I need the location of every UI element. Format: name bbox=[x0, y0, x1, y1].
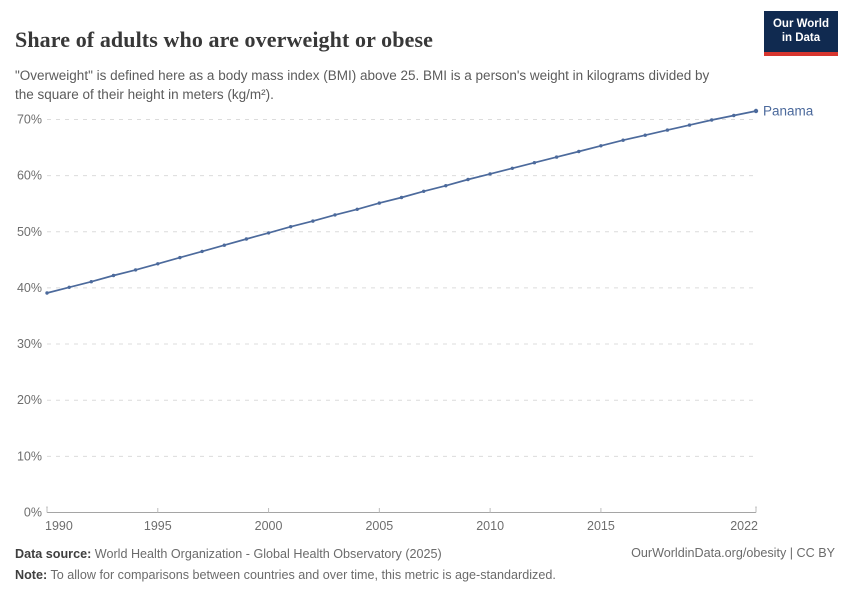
x-axis-tick-label: 2005 bbox=[365, 519, 393, 533]
data-point[interactable] bbox=[200, 249, 204, 254]
owid-logo-line2: in Data bbox=[781, 32, 821, 45]
chart-footer: Data source: World Health Organization -… bbox=[15, 544, 556, 586]
x-axis-tick-label: 1995 bbox=[144, 519, 172, 533]
data-point[interactable] bbox=[289, 225, 293, 229]
data-point[interactable] bbox=[399, 195, 404, 200]
note-text: To allow for comparisons between countri… bbox=[47, 568, 556, 583]
data-point[interactable] bbox=[732, 113, 736, 118]
plot-area[interactable] bbox=[47, 108, 756, 512]
data-point[interactable] bbox=[687, 123, 692, 127]
x-axis-tick-label: 2010 bbox=[476, 519, 504, 533]
data-point[interactable] bbox=[422, 189, 426, 193]
data-point[interactable] bbox=[710, 118, 714, 122]
data-point[interactable] bbox=[355, 207, 359, 211]
attribution-link[interactable]: OurWorldinData.org/obesity | CC BY bbox=[631, 546, 835, 560]
data-point[interactable] bbox=[222, 243, 226, 247]
data-source-line: Data source: World Health Organization -… bbox=[15, 544, 556, 565]
owid-logo-line1: Our World bbox=[772, 18, 829, 30]
data-point[interactable] bbox=[466, 177, 470, 182]
data-point[interactable] bbox=[554, 155, 559, 159]
data-point[interactable] bbox=[266, 231, 271, 235]
y-axis-tick-label: 0% bbox=[24, 506, 42, 520]
data-point[interactable] bbox=[156, 262, 160, 266]
note-label: Note: bbox=[15, 568, 48, 583]
data-point[interactable] bbox=[532, 161, 537, 165]
data-point[interactable] bbox=[133, 268, 138, 272]
x-axis-tick-label: 1990 bbox=[45, 519, 73, 533]
data-point[interactable] bbox=[753, 108, 759, 114]
data-point[interactable] bbox=[311, 219, 315, 223]
y-axis-tick-label: 70% bbox=[17, 112, 42, 126]
y-axis-tick-label: 50% bbox=[17, 225, 42, 239]
owid-logo[interactable]: Our World in Data bbox=[763, 11, 838, 56]
data-point[interactable] bbox=[377, 201, 381, 205]
data-point[interactable] bbox=[510, 166, 514, 170]
data-point[interactable] bbox=[45, 291, 49, 295]
data-source-text: World Health Organization - Global Healt… bbox=[91, 547, 442, 561]
data-point[interactable] bbox=[488, 172, 492, 176]
x-axis-tick-label: 2022 bbox=[730, 519, 758, 533]
y-axis-tick-label: 40% bbox=[17, 281, 42, 295]
data-point[interactable] bbox=[244, 237, 249, 241]
x-axis-tick-label: 2015 bbox=[587, 519, 615, 533]
data-point[interactable] bbox=[89, 280, 94, 284]
y-axis-tick-label: 20% bbox=[17, 393, 42, 407]
data-point[interactable] bbox=[444, 184, 448, 188]
line-chart: 0% 10% 20% 30% 40% 50% 60% 70% 1990 1995 2000 2005 2… bbox=[17, 104, 814, 533]
x-axis-tick-label: 2000 bbox=[255, 519, 283, 533]
data-point[interactable] bbox=[111, 273, 116, 278]
chart-subtitle: "Overweight" is defined here as a body m… bbox=[15, 67, 710, 103]
chart-title: Share of adults who are overweight or ob… bbox=[15, 26, 434, 52]
entity-label-panama[interactable]: Panama bbox=[763, 104, 814, 119]
data-point[interactable] bbox=[621, 138, 625, 142]
data-source-label: Data source: bbox=[15, 547, 92, 561]
data-point[interactable] bbox=[665, 128, 670, 132]
note-line: Note: To allow for comparisons between c… bbox=[15, 565, 556, 586]
data-point[interactable] bbox=[643, 133, 647, 137]
y-axis-tick-label: 30% bbox=[17, 337, 42, 351]
data-point[interactable] bbox=[178, 255, 182, 260]
y-axis-tick-label: 60% bbox=[17, 169, 42, 183]
data-point[interactable] bbox=[599, 144, 603, 148]
data-point[interactable] bbox=[333, 213, 337, 217]
data-point[interactable] bbox=[67, 285, 71, 289]
data-point[interactable] bbox=[577, 149, 581, 154]
y-axis-tick-label: 10% bbox=[17, 449, 42, 463]
